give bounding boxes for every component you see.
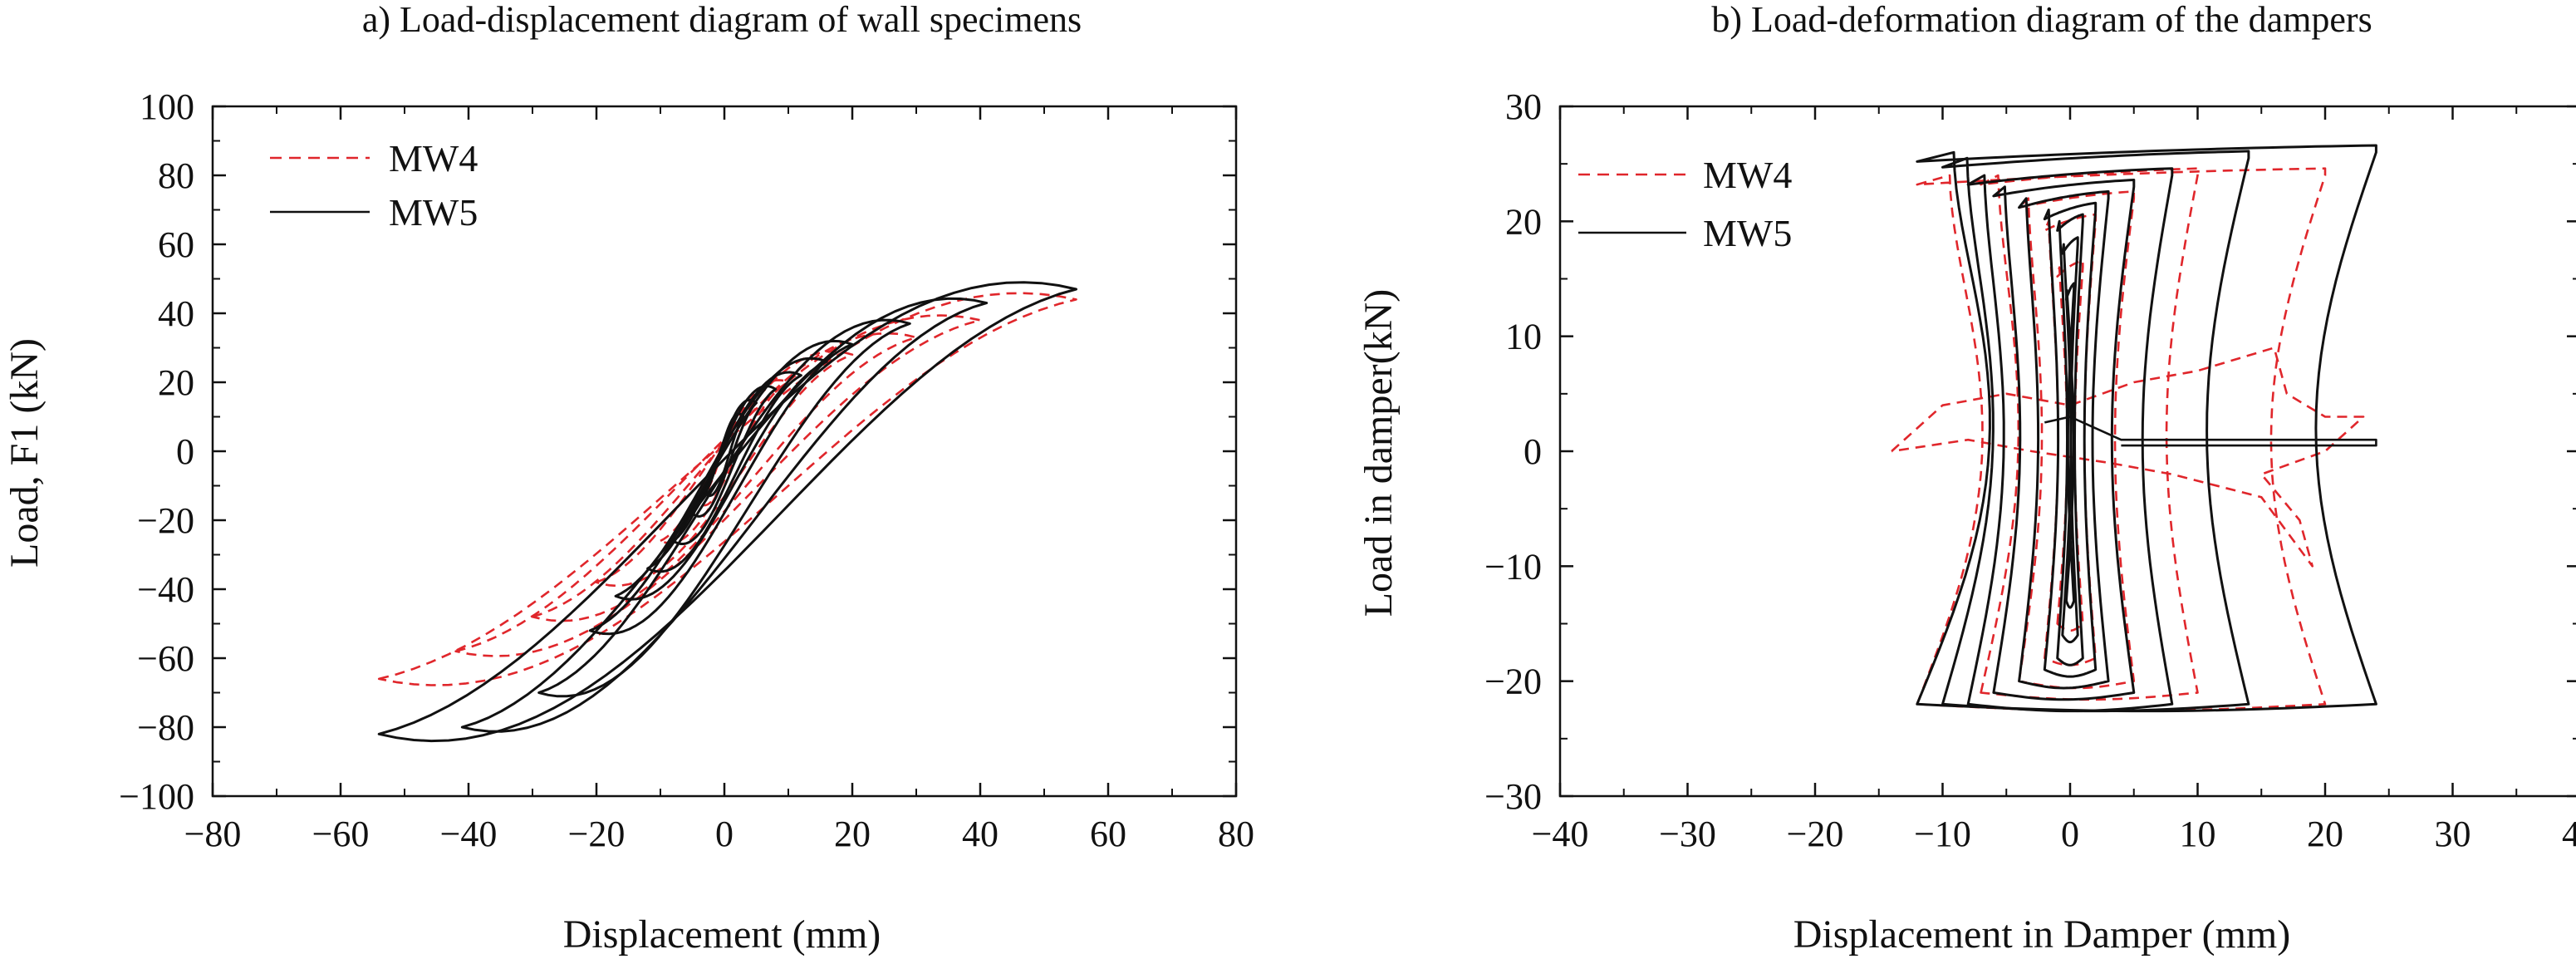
series-mw4-loop-4 [531, 332, 918, 622]
series-mw4-loop-4 [1980, 167, 2199, 701]
y-tick-label: 60 [158, 224, 194, 265]
y-tick-label: −80 [137, 707, 194, 748]
panel-b-chart: b) Load-deformation diagram of the dampe… [1357, 0, 2576, 957]
series-mw5-loop-9 [377, 281, 1077, 743]
series-mw5-residual-branch [2044, 416, 2377, 447]
panel-b-legend-label-mw4: MW4 [1703, 154, 1792, 196]
series-mw5-loop-9 [1916, 144, 2377, 713]
series-mw4-residual-branch [1891, 347, 2365, 568]
series-mw5-loop-8 [460, 297, 989, 733]
y-tick-label: −20 [1484, 661, 1542, 702]
x-tick-label: −30 [1659, 814, 1716, 854]
x-tick-label: −40 [440, 814, 498, 854]
x-tick-label: 30 [2435, 814, 2471, 854]
x-tick-label: 40 [962, 814, 999, 854]
y-tick-label: −60 [137, 638, 194, 679]
y-tick-label: 20 [158, 362, 194, 403]
y-tick-label: 10 [1505, 317, 1542, 357]
series-mw5 [377, 281, 1077, 743]
y-tick-label: −40 [137, 569, 194, 610]
y-tick-label: 80 [158, 155, 194, 196]
panel-a-x-axis-title: Displacement (mm) [563, 912, 881, 957]
panel-b-legend-label-mw5: MW5 [1703, 212, 1792, 254]
panel-a-legend-label-mw4: MW4 [389, 137, 478, 180]
y-tick-label: 0 [176, 431, 194, 472]
y-tick-label: −10 [1484, 546, 1542, 587]
panel-a-y-axis-title: Load, F1 (kN) [2, 338, 47, 568]
panel-b-y-axis-title: Load in damper(kN) [1357, 289, 1401, 617]
x-tick-label: 40 [2562, 814, 2576, 854]
series-mw5-loop-7 [537, 318, 911, 698]
panel-b-legend: MW4 MW5 [1578, 154, 1792, 254]
series-mw5-loop-3 [2056, 213, 2084, 666]
x-tick-label: −10 [1914, 814, 1971, 854]
y-tick-label: −20 [137, 500, 194, 541]
x-tick-label: 20 [2307, 814, 2343, 854]
x-tick-label: −60 [312, 814, 370, 854]
panel-b-title: b) Load-deformation diagram of the dampe… [1711, 0, 2372, 40]
x-tick-label: 60 [1090, 814, 1126, 854]
panel-a-legend-label-mw5: MW5 [389, 191, 478, 234]
y-tick-label: 0 [1524, 431, 1542, 472]
x-tick-label: −20 [568, 814, 626, 854]
x-tick-label: 0 [2061, 814, 2079, 854]
panel-a-legend: MW4 MW5 [270, 137, 478, 234]
series-mw5-loop-4 [2043, 201, 2098, 678]
panel-a-title: a) Load-displacement diagram of wall spe… [362, 0, 1082, 40]
series-mw4-loop-6 [377, 292, 1077, 686]
y-tick-label: −100 [119, 776, 194, 817]
x-tick-label: −20 [1787, 814, 1844, 854]
panel-a-chart: a) Load-displacement diagram of wall spe… [2, 0, 1254, 957]
series-mw5 [1916, 144, 2377, 713]
x-tick-label: 20 [834, 814, 871, 854]
series-mw5-loop-5 [2018, 189, 2110, 690]
panel-b-x-axis-title: Displacement in Damper (mm) [1793, 912, 2290, 957]
panel-b-plot-frame [1558, 105, 2576, 798]
panel-b-series [1891, 144, 2377, 713]
panel-a-plot-frame [211, 105, 1238, 798]
y-tick-label: 20 [1505, 201, 1542, 242]
x-tick-label: −40 [1532, 814, 1589, 854]
panel-a-series [377, 281, 1077, 743]
series-mw5-loop-2 [2061, 236, 2079, 644]
x-tick-label: 80 [1218, 814, 1254, 854]
y-tick-label: 30 [1505, 86, 1542, 127]
x-tick-label: 0 [715, 814, 734, 854]
y-tick-label: 100 [140, 86, 194, 127]
x-tick-label: 10 [2180, 814, 2216, 854]
series-mw5-loop-6 [1992, 179, 2136, 701]
y-tick-label: 40 [158, 293, 194, 334]
x-tick-label: −80 [184, 814, 242, 854]
y-tick-label: −30 [1484, 776, 1542, 817]
panel-a-ticks: −80 −60 −40 −20 0 20 40 60 80−100−80−60−40−20020… [119, 86, 1254, 854]
